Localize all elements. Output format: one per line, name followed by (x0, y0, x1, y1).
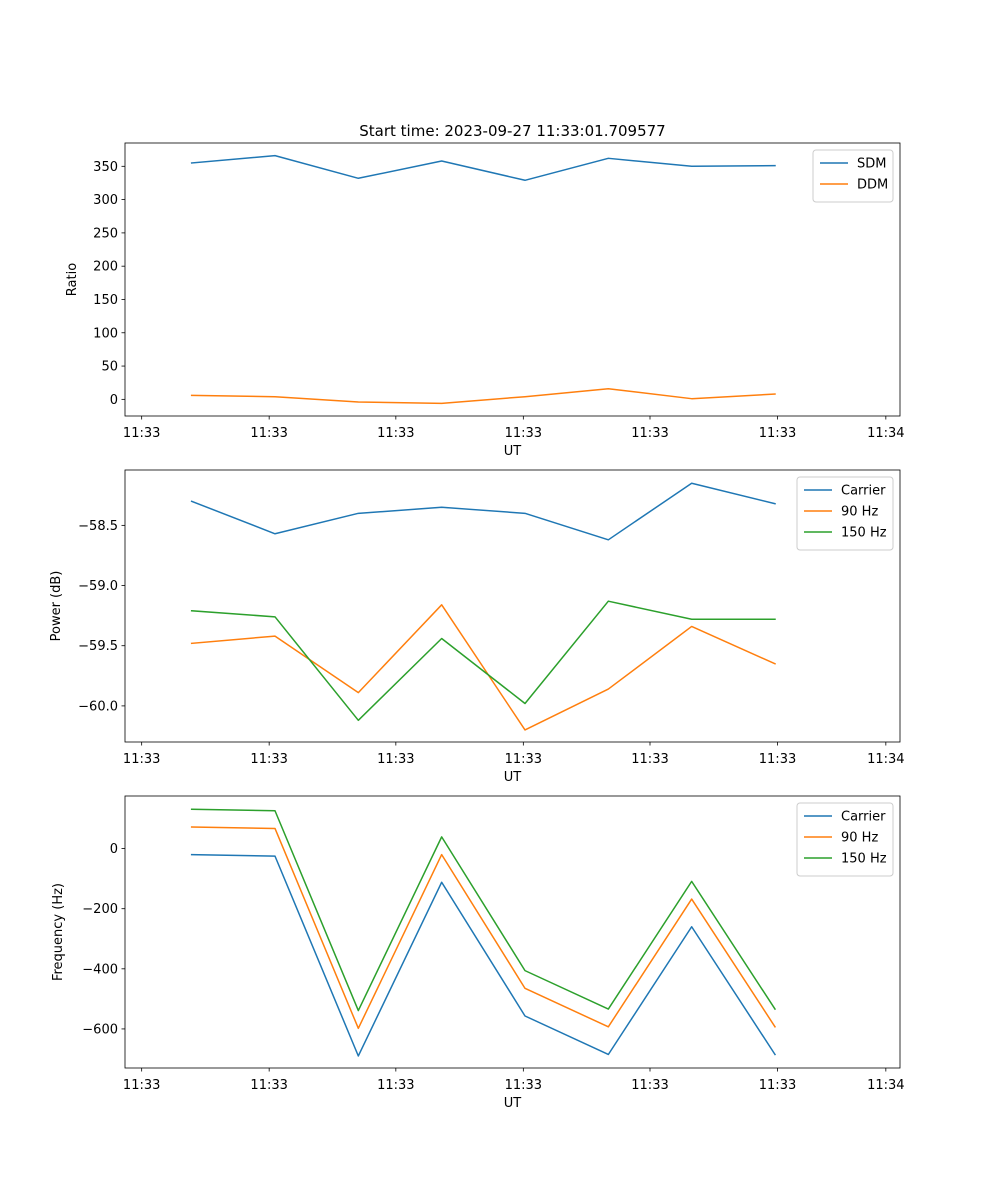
x-tick-label: 11:33 (505, 426, 542, 441)
x-tick-label: 11:33 (123, 426, 160, 441)
x-tick-label: 11:33 (631, 752, 668, 767)
legend-label: 150 Hz (841, 526, 887, 541)
axes-frame (124, 142, 901, 417)
legend: SDM DDM (812, 149, 894, 203)
y-tick-label: −59.0 (78, 579, 118, 594)
x-tick-label: 11:34 (867, 752, 904, 767)
y-tick-label: 0 (110, 842, 118, 857)
x-tick-label: 11:33 (377, 1078, 414, 1093)
series-line-90-hz (190, 826, 777, 1030)
y-tick-label: −600 (82, 1022, 118, 1037)
x-tick-label: 11:33 (631, 1078, 668, 1093)
series-line-sdm (190, 154, 776, 182)
legend-label: 150 Hz (841, 852, 887, 867)
axes-frame (124, 469, 901, 743)
legend-label: SDM (857, 157, 886, 172)
legend: Carrier 90 Hz 150 Hz (796, 476, 894, 551)
series-line-carrier (190, 853, 777, 1057)
y-axis-label: Ratio (65, 263, 80, 296)
y-tick-label: 100 (93, 326, 118, 341)
series-line-150-hz (190, 600, 776, 722)
x-axis-label: UT (504, 770, 522, 785)
y-tick-label: 200 (93, 260, 118, 275)
y-tick-label: 0 (110, 393, 118, 408)
x-tick-label: 11:33 (377, 752, 414, 767)
x-tick-label: 11:34 (867, 1078, 904, 1093)
x-tick-label: 11:33 (759, 752, 796, 767)
y-axis-label: Power (dB) (49, 571, 64, 642)
panel-1: 0 50 100 150 200 250 300 350 11:33 11:33 11:33 11:3… (65, 142, 905, 459)
legend-label: Carrier (841, 484, 886, 499)
y-tick-label: −60.0 (78, 699, 118, 714)
axes-frame (124, 795, 901, 1069)
legend-label: DDM (857, 178, 888, 193)
panel-2: −60.0 −59.5 −59.0 −58.5 11:33 11:33 11:33 11:33… (49, 469, 905, 785)
y-axis-label: Frequency (Hz) (51, 883, 66, 981)
y-tick-label: 250 (93, 226, 118, 241)
x-tick-label: 11:33 (250, 426, 287, 441)
y-tick-label: −58.5 (78, 519, 118, 534)
figure-title: Start time: 2023-09-27 11:33:01.709577 (359, 122, 665, 140)
legend-label: Carrier (841, 810, 886, 825)
x-tick-label: 11:33 (123, 1078, 160, 1093)
legend: Carrier 90 Hz 150 Hz (796, 802, 894, 877)
y-tick-label: −200 (82, 902, 118, 917)
x-tick-label: 11:33 (505, 1078, 542, 1093)
panel-3: −600 −400 −200 0 11:33 11:33 11:33 11:33 11:33 11… (51, 795, 905, 1111)
x-tick-label: 11:34 (867, 426, 904, 441)
x-tick-label: 11:33 (123, 752, 160, 767)
y-tick-label: 350 (93, 160, 118, 175)
x-tick-label: 11:33 (505, 752, 542, 767)
series-line-ddm (190, 387, 776, 405)
legend-label: 90 Hz (841, 505, 878, 520)
series-line-90-hz (190, 604, 776, 731)
x-tick-label: 11:33 (250, 752, 287, 767)
x-tick-label: 11:33 (377, 426, 414, 441)
legend-label: 90 Hz (841, 831, 878, 846)
y-tick-label: −400 (82, 962, 118, 977)
x-tick-label: 11:33 (631, 426, 668, 441)
x-tick-label: 11:33 (250, 1078, 287, 1093)
x-tick-label: 11:33 (759, 1078, 796, 1093)
y-tick-label: 50 (101, 360, 118, 375)
y-tick-label: −59.5 (78, 639, 118, 654)
x-axis-label: UT (504, 444, 522, 459)
series-line-150-hz (190, 808, 777, 1012)
y-tick-label: 300 (93, 193, 118, 208)
y-tick-label: 150 (93, 293, 118, 308)
x-axis-label: UT (504, 1096, 522, 1111)
series-line-carrier (190, 482, 776, 541)
x-tick-label: 11:33 (759, 426, 796, 441)
